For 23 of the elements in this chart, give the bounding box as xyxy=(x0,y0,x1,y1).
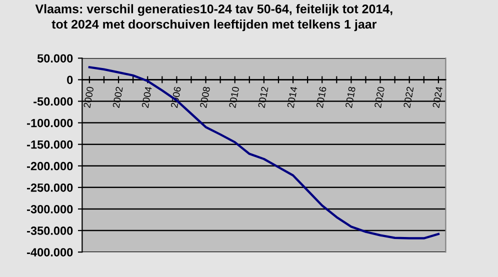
x-tick-label: 2000 xyxy=(83,86,94,108)
x-tick-label: 2004 xyxy=(142,86,152,108)
x-tick-label: 2020 xyxy=(374,86,385,108)
x-tick-label: 2012 xyxy=(258,86,268,108)
x-tick-label: 2008 xyxy=(200,86,210,108)
y-tick-label: -100.000 xyxy=(27,118,73,128)
y-tick-label: -50.000 xyxy=(34,97,73,106)
y-tick-label: -350.000 xyxy=(27,226,73,235)
x-tick-label: 2022 xyxy=(403,86,414,108)
x-tick-label: 2010 xyxy=(228,86,240,108)
x-tick-label: 2002 xyxy=(112,86,123,108)
x-tick-label: 2016 xyxy=(316,86,326,108)
y-tick-label: -250.000 xyxy=(27,183,73,192)
y-tick-label: 0 xyxy=(67,76,73,84)
x-tick-label: 2014 xyxy=(287,86,298,108)
x-tick-label: 2024 xyxy=(432,86,443,108)
y-tick-label: -200.000 xyxy=(27,162,73,170)
chart-title: Vlaams: verschil generaties10-24 tav 50-64, feitelijk tot 2014, tot 2024 met doorschuiven leeftijden met telkens 1 jaar xyxy=(35,4,392,32)
x-tick-label: 2018 xyxy=(345,86,356,108)
y-tick-label: -300.000 xyxy=(27,205,73,214)
y-tick-label: -150.000 xyxy=(27,140,73,149)
y-tick-label: 50.000 xyxy=(37,54,73,63)
y-tick-label: -400.000 xyxy=(27,248,73,256)
